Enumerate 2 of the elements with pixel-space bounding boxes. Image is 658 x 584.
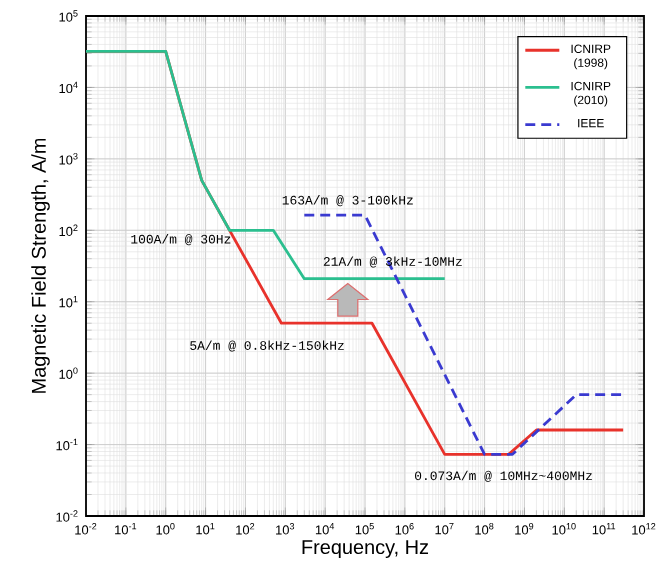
x-axis-title: Frequency, Hz [302,540,429,559]
y-axis-title: Magnetic Field Strength, A/m [31,138,50,393]
